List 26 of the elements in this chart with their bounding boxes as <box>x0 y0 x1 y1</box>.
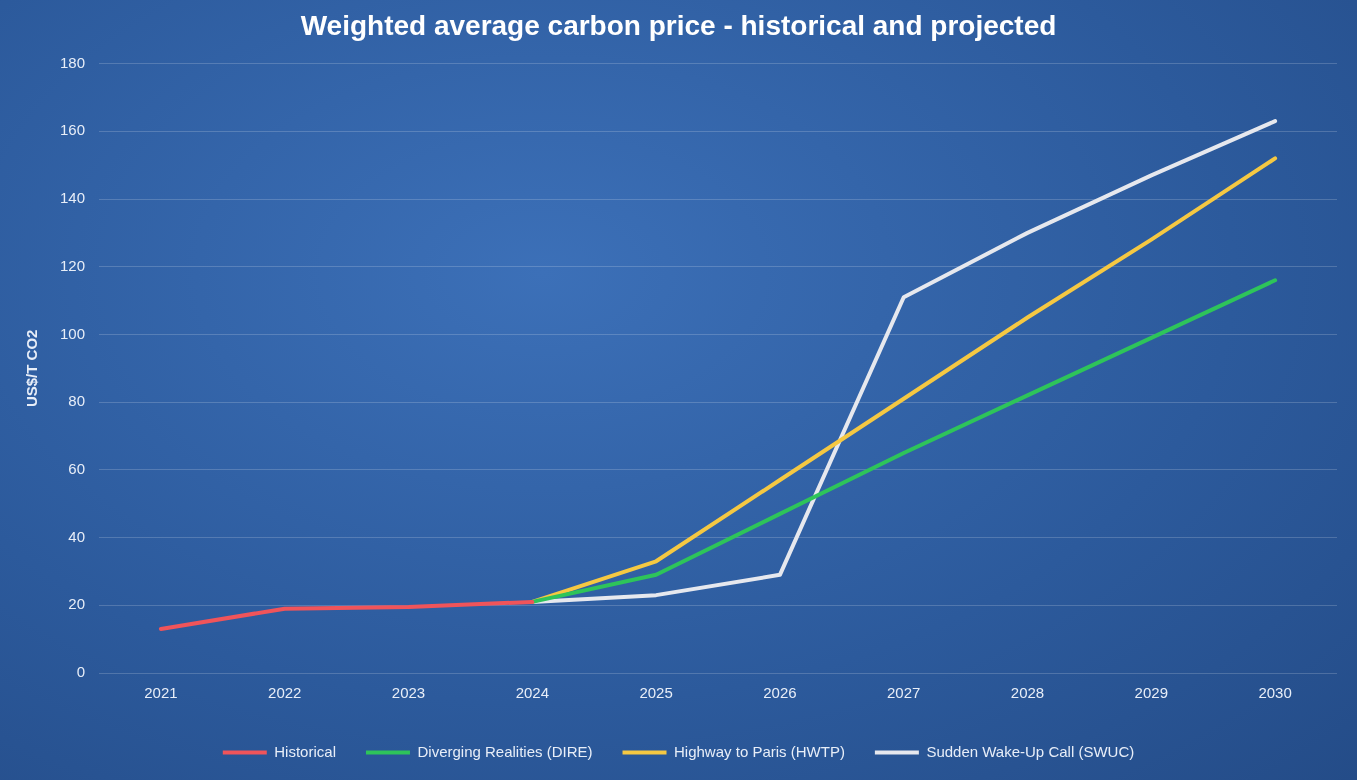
legend-label: Diverging Realities (DIRE) <box>417 742 593 760</box>
legend-label: Sudden Wake-Up Call (SWUC) <box>926 742 1135 760</box>
y-tick-label: 120 <box>60 256 86 274</box>
x-tick-label: 2028 <box>1010 684 1045 702</box>
y-tick-label: 180 <box>60 53 86 71</box>
x-tick-label: 2023 <box>391 684 426 702</box>
x-tick-label: 2022 <box>268 684 302 702</box>
y-tick-label: 80 <box>68 392 86 410</box>
y-tick-label: 0 <box>76 663 86 681</box>
x-tick-label: 2030 <box>1258 684 1292 702</box>
y-tick-label: 140 <box>60 189 86 207</box>
x-tick-label: 2025 <box>639 684 673 702</box>
chart-title: Weighted average carbon price - historical and projected <box>300 9 1057 41</box>
y-tick-label: 20 <box>68 595 86 613</box>
x-tick-label: 2027 <box>887 684 921 702</box>
legend-label: Highway to Paris (HWTP) <box>674 742 845 760</box>
y-tick-label: 160 <box>60 121 86 139</box>
y-tick-label: 40 <box>68 527 86 545</box>
y-axis-title: US$/T CO2 <box>23 329 41 408</box>
x-tick-label: 2024 <box>515 684 549 702</box>
y-tick-label: 60 <box>68 460 86 478</box>
x-tick-label: 2021 <box>144 684 178 702</box>
legend-label: Historical <box>274 742 336 760</box>
x-tick-label: 2026 <box>763 684 797 702</box>
x-tick-label: 2029 <box>1134 684 1168 702</box>
y-tick-label: 100 <box>60 324 86 342</box>
